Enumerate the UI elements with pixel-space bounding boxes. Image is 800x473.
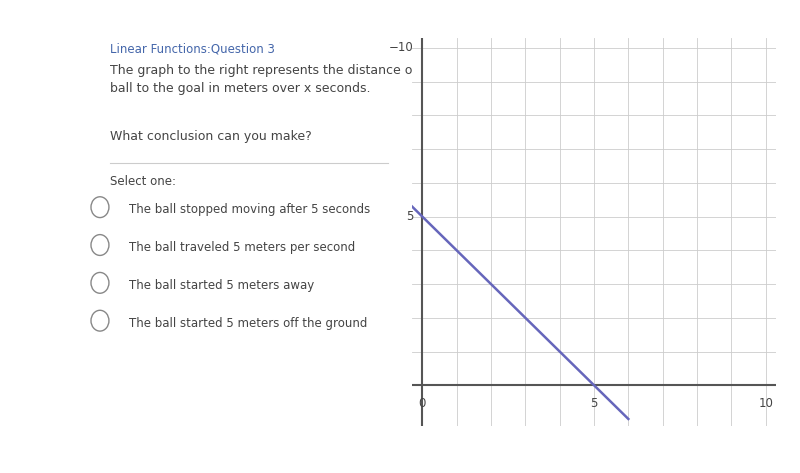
- Text: 5: 5: [590, 397, 598, 410]
- Text: The ball stopped moving after 5 seconds: The ball stopped moving after 5 seconds: [129, 203, 370, 216]
- Text: The ball started 5 meters away: The ball started 5 meters away: [129, 279, 314, 292]
- Text: The ball started 5 meters off the ground: The ball started 5 meters off the ground: [129, 317, 367, 330]
- Text: −10: −10: [389, 42, 414, 54]
- Text: What conclusion can you make?: What conclusion can you make?: [110, 130, 312, 143]
- Text: 10: 10: [758, 397, 773, 410]
- Text: 5: 5: [406, 210, 414, 223]
- Text: Select one:: Select one:: [110, 175, 176, 188]
- Text: The graph to the right represents the distance of a soccer
ball to the goal in m: The graph to the right represents the di…: [110, 64, 474, 95]
- Text: Linear Functions:Question 3: Linear Functions:Question 3: [110, 43, 275, 55]
- Text: The ball traveled 5 meters per second: The ball traveled 5 meters per second: [129, 241, 354, 254]
- Text: 0: 0: [418, 397, 426, 410]
